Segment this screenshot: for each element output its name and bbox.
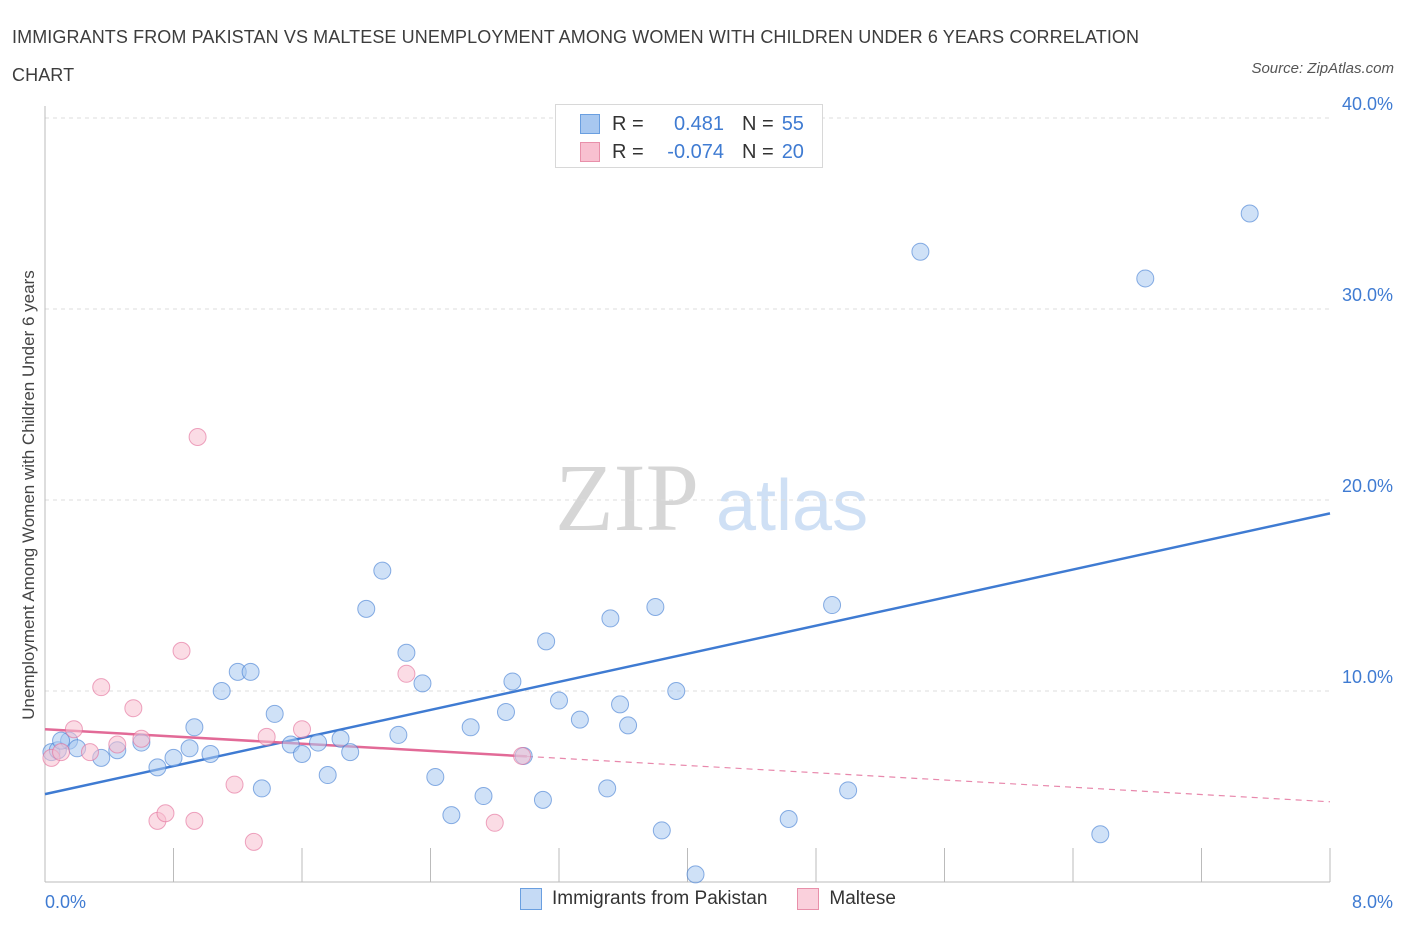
data-point	[148, 758, 167, 777]
chart-title: IMMIGRANTS FROM PAKISTAN VS MALTESE UNEM…	[12, 27, 1140, 85]
data-point	[503, 672, 522, 691]
data-point	[201, 745, 220, 764]
data-point	[156, 804, 175, 823]
data-point	[611, 695, 630, 714]
data-point	[1091, 825, 1110, 844]
data-point	[823, 596, 842, 615]
data-point	[779, 809, 798, 828]
data-point	[373, 561, 392, 580]
data-point	[318, 766, 337, 785]
watermark-zip: ZIP	[555, 444, 699, 551]
data-point	[667, 682, 686, 700]
data-point	[252, 779, 271, 798]
data-point	[474, 787, 493, 806]
data-point	[413, 674, 432, 693]
watermark-atlas: atlas	[716, 466, 868, 546]
data-point	[80, 743, 99, 762]
data-point	[442, 806, 461, 825]
legend-n-label: N =	[742, 112, 774, 135]
data-point	[389, 725, 408, 744]
x-tick-label: 8.0%	[1352, 892, 1393, 912]
data-point	[570, 710, 589, 729]
legend-r-label: R =	[612, 112, 644, 135]
data-point	[646, 597, 665, 616]
y-tick-label: 40.0%	[1342, 94, 1393, 114]
legend-n-value: 55	[781, 112, 804, 135]
data-point	[265, 704, 284, 723]
legend-item-pakistan: Immigrants from Pakistan	[520, 888, 767, 910]
legend-n-value: 20	[781, 140, 804, 163]
data-point	[537, 632, 556, 651]
data-point	[1136, 269, 1155, 288]
data-point	[293, 720, 311, 739]
data-point	[601, 609, 620, 628]
data-point	[461, 718, 480, 737]
data-point	[1240, 204, 1259, 223]
x-tick-label: 0.0%	[45, 892, 86, 912]
trend-line-pakistan	[44, 512, 1331, 796]
data-point	[124, 699, 143, 718]
data-point	[257, 727, 276, 746]
data-point	[686, 865, 705, 884]
series-legend: Immigrants from Pakistan Maltese	[520, 888, 926, 910]
data-point	[108, 735, 127, 754]
legend-item-maltese: Maltese	[797, 888, 896, 910]
data-point	[225, 775, 244, 794]
y-tick-label: 10.0%	[1342, 667, 1393, 687]
correlation-legend: R = 0.481 N = 55 R = -0.074 N = 20	[555, 104, 823, 168]
legend-r-value: -0.074	[667, 140, 724, 163]
data-point	[331, 729, 350, 748]
data-point	[309, 733, 328, 752]
data-point	[598, 779, 617, 798]
legend-r-value: 0.481	[673, 112, 724, 135]
data-point	[652, 821, 671, 840]
data-point	[244, 832, 263, 851]
data-point	[341, 743, 360, 762]
chart-source: Source: ZipAtlas.com	[1251, 60, 1394, 77]
data-point	[496, 703, 515, 722]
data-point	[397, 664, 416, 683]
watermark: ZIP atlas	[555, 444, 868, 551]
legend-row-maltese: R = -0.074 N = 20	[580, 138, 804, 166]
data-point	[293, 745, 311, 764]
data-point	[357, 599, 376, 618]
data-point	[188, 427, 207, 446]
data-point	[92, 678, 111, 697]
data-point	[533, 790, 552, 809]
data-point	[426, 767, 445, 786]
legend-swatch-maltese	[797, 888, 820, 910]
data-point	[397, 643, 416, 662]
data-point	[185, 718, 204, 737]
data-point	[180, 739, 199, 758]
data-point	[52, 743, 71, 762]
data-point	[619, 716, 638, 735]
data-point	[550, 691, 568, 710]
legend-label-maltese: Maltese	[829, 888, 896, 909]
legend-row-pakistan: R = 0.481 N = 55	[580, 110, 804, 138]
legend-n-label: N =	[742, 140, 774, 163]
y-tick-label: 30.0%	[1342, 285, 1393, 305]
data-point	[185, 811, 204, 830]
legend-r-label: R =	[612, 140, 644, 163]
legend-swatch-pakistan	[520, 888, 542, 910]
data-point	[132, 729, 151, 748]
data-point	[172, 641, 191, 660]
legend-swatch-maltese	[580, 142, 600, 162]
y-tick-label: 20.0%	[1342, 476, 1393, 496]
trend-line-maltese-extension	[526, 755, 1331, 803]
data-point	[485, 813, 504, 832]
data-point	[911, 242, 930, 261]
legend-swatch-pakistan	[580, 114, 600, 134]
data-point	[64, 720, 83, 739]
data-point	[164, 748, 183, 767]
data-point	[212, 682, 231, 700]
data-point	[241, 662, 260, 681]
data-point	[513, 746, 532, 765]
y-axis-label: Unemployment Among Women with Children U…	[19, 270, 38, 719]
legend-label-pakistan: Immigrants from Pakistan	[552, 888, 768, 909]
data-point	[839, 781, 858, 800]
